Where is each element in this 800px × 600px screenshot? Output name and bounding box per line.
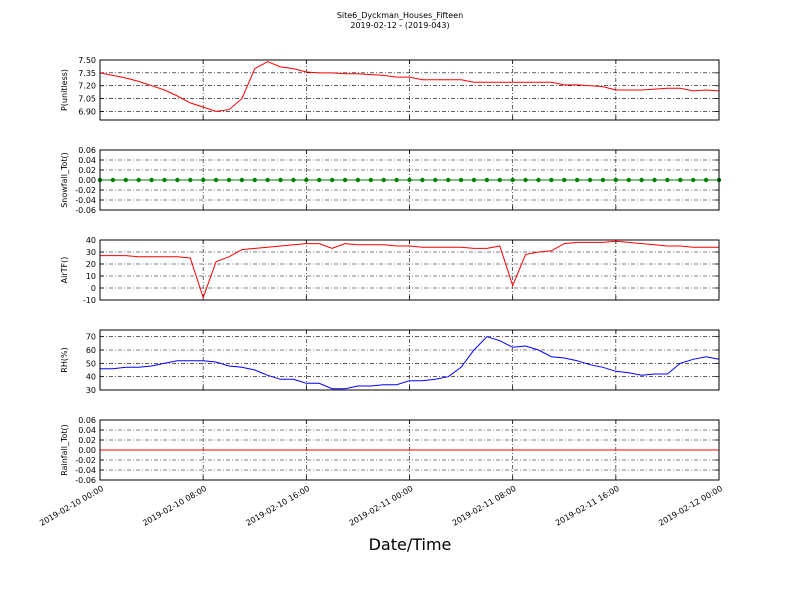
y-tick-label: -0.02 [75,456,96,465]
data-point [342,177,348,183]
data-point [458,177,464,183]
data-point [162,177,167,183]
data-point [252,177,257,183]
data-point [600,177,606,183]
data-point [691,177,696,183]
y-axis-label: Snowfall_Tot() [60,152,69,208]
data-point [665,177,670,183]
data-point [510,177,515,183]
data-point [420,177,425,183]
data-point [433,177,438,183]
y-tick-label: 0.02 [78,166,96,175]
y-tick-label: 7.05 [78,95,96,104]
data-point [175,177,180,183]
data-point [329,177,335,183]
y-tick-label: 0.06 [78,146,96,155]
data-point [549,177,554,183]
y-tick-label: -0.06 [75,476,96,485]
y-axis-label: Rainfall_Tot() [60,424,69,476]
y-tick-label: 40 [86,236,96,245]
data-point [123,177,128,183]
data-point [652,177,657,183]
data-point [471,177,477,183]
y-tick-label: -0.04 [75,466,96,475]
data-point [136,177,141,183]
data-point [445,177,451,183]
data-point [200,177,206,183]
y-tick-label: 30 [86,248,96,257]
y-axis-label: RH(%) [60,347,69,372]
data-point [188,177,193,183]
data-point [613,177,619,183]
data-point [304,177,309,183]
plot-frame [99,239,720,301]
data-point [149,177,154,183]
data-point [317,177,322,183]
data-point [226,177,232,183]
data-point [213,177,219,183]
y-tick-label: 10 [86,272,96,281]
plot-frame [99,59,720,121]
data-point [626,177,631,183]
plot-frame [99,419,720,481]
y-tick-label: -10 [83,296,96,305]
data-point [703,177,709,183]
data-line [99,61,720,112]
chart-title: Site6_Dyckman_Houses_Fifteen [337,11,463,20]
plot-frame [99,329,720,391]
data-point [574,177,580,183]
y-axis-label: AirTF() [60,257,69,284]
plot-frame [99,149,720,211]
y-tick-label: 0 [91,284,96,293]
data-point [523,177,528,183]
data-point [291,177,296,183]
data-point [678,177,683,183]
y-tick-label: 0.00 [78,446,96,455]
y-tick-label: -0.04 [75,196,96,205]
data-point [407,177,412,183]
y-tick-label: 0.04 [78,426,96,435]
chart-subtitle: 2019-02-12 - (2019-043) [350,21,449,30]
data-point [381,177,386,183]
y-tick-label: 70 [86,333,96,342]
y-tick-label: 60 [86,346,96,355]
data-point [484,177,490,183]
y-tick-label: 7.50 [78,56,96,65]
data-point [497,177,502,183]
data-point [587,177,593,183]
y-tick-label: 7.35 [78,69,96,78]
data-point [110,177,116,183]
y-tick-label: 0.06 [78,416,96,425]
data-point [278,177,283,183]
y-tick-label: 40 [86,373,96,382]
data-line [100,336,720,390]
data-point [394,177,399,183]
y-tick-label: 0.02 [78,436,96,445]
y-tick-label: 0.04 [78,156,96,165]
x-axis-label: Date/Time [369,535,452,554]
y-tick-label: 30 [86,386,96,395]
y-tick-label: -0.06 [75,206,96,215]
y-tick-label: -0.02 [75,186,96,195]
y-tick-label: 6.90 [78,107,96,116]
y-axis-label: P(unitless) [60,69,69,111]
data-point [265,177,270,183]
data-point [355,177,361,183]
data-point [562,177,567,183]
y-tick-label: 50 [86,359,96,368]
data-point [639,177,644,183]
y-tick-label: 7.20 [78,82,96,91]
data-line [100,240,719,300]
y-tick-label: 20 [86,260,96,269]
y-tick-label: 0.00 [78,176,96,185]
data-point [368,177,374,183]
data-point [536,177,541,183]
data-point [239,177,245,183]
